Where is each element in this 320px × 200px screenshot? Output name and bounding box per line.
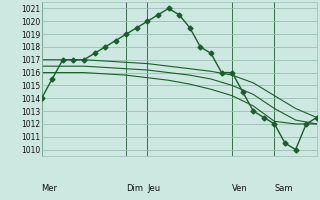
Text: Sam: Sam (275, 184, 293, 193)
Text: Jeu: Jeu (148, 184, 161, 193)
Text: Ven: Ven (232, 184, 248, 193)
Text: Mer: Mer (42, 184, 58, 193)
Text: Dim: Dim (126, 184, 143, 193)
